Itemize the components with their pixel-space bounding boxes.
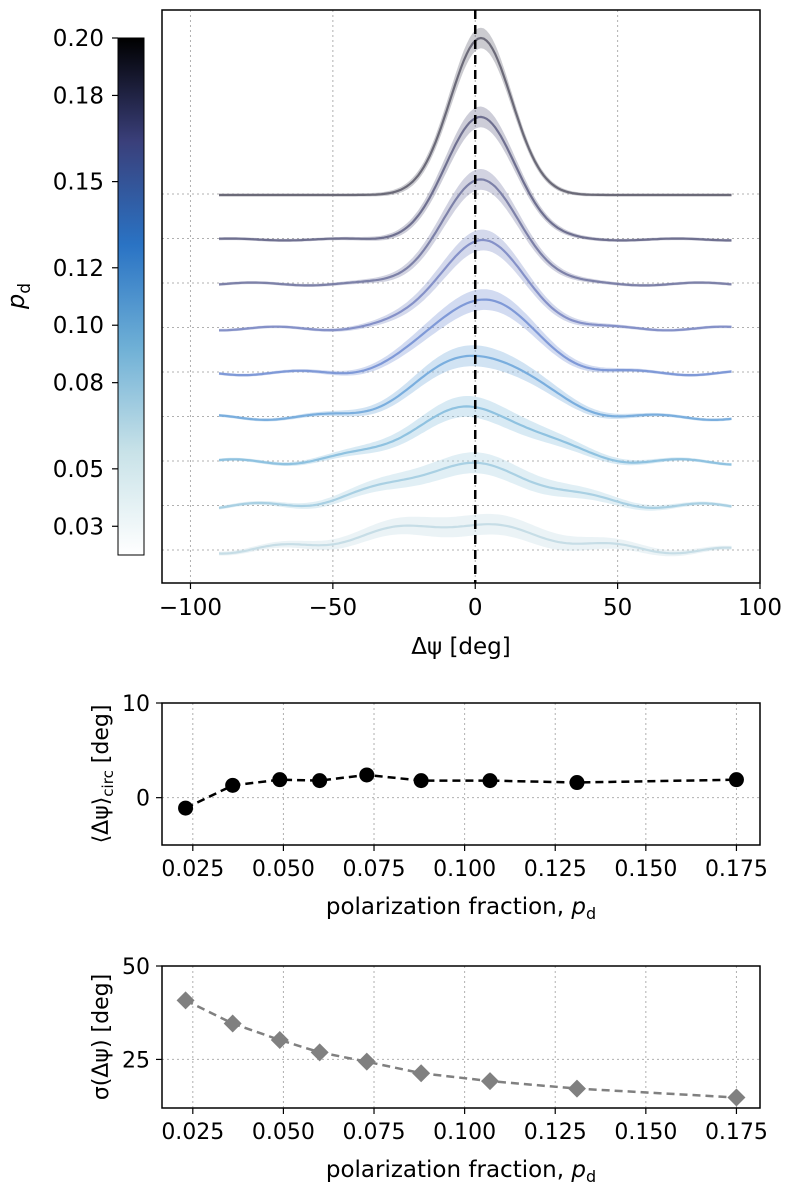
ridgeline-frame xyxy=(161,9,761,584)
dispersion-frame xyxy=(161,965,761,1109)
colorbar-tick-label: 0.20 xyxy=(53,26,104,52)
mean-x-tick-label: 0.150 xyxy=(614,857,677,882)
dispersion-y-tick-label: 50 xyxy=(122,955,150,980)
mean-point xyxy=(359,767,375,783)
dispersion-point xyxy=(412,1064,431,1083)
mean-point xyxy=(482,773,498,789)
dispersion-series-line xyxy=(185,999,737,1099)
mean-point xyxy=(178,800,194,816)
dispersion-points xyxy=(176,991,746,1107)
ridgeline-x-tick-label: 50 xyxy=(603,595,632,621)
ridge-band xyxy=(219,289,732,377)
mean-x-tick-label: 0.125 xyxy=(524,857,587,882)
mean-y-ticks: 0 10 xyxy=(122,692,162,812)
colorbar-tick-label: 0.18 xyxy=(53,83,104,109)
dispersion-y-label: σ(Δψ) [deg] xyxy=(89,974,114,1100)
mean-x-label: polarization fraction, pd xyxy=(326,894,596,923)
mean-x-tick-label: 0.075 xyxy=(343,857,406,882)
colorbar-tick-label: 0.08 xyxy=(53,371,104,397)
mean-point xyxy=(728,772,744,788)
mean-frame xyxy=(161,702,761,846)
colorbar: 0.20 0.18 0.15 0.12 0.10 0.08 0.05 0.03 pd xyxy=(2,26,145,556)
dispersion-grid xyxy=(162,965,760,1108)
ridgeline-x-label: Δψ [deg] xyxy=(411,634,511,660)
colorbar-tick-label: 0.03 xyxy=(53,514,104,540)
dispersion-x-tick-label: 0.025 xyxy=(161,1120,224,1145)
dispersion-point xyxy=(357,1052,376,1071)
dispersion-x-ticks: 0.025 0.050 0.075 0.100 0.125 0.150 0.175 xyxy=(161,1108,768,1145)
mean-panel: 0.025 0.050 0.075 0.100 0.125 0.150 0.175 010 … xyxy=(89,692,768,923)
mean-point xyxy=(312,773,328,789)
mean-grid xyxy=(162,702,760,845)
colorbar-label: pd xyxy=(2,283,35,310)
mean-point xyxy=(413,773,429,789)
dispersion-point xyxy=(270,1030,289,1049)
colorbar-tick-label: 0.05 xyxy=(53,457,104,483)
colorbar-tick-label: 0.12 xyxy=(53,256,104,282)
ridgeline-x-tick-label: −50 xyxy=(309,595,358,621)
mean-y-label: ⟨Δψ⟩circ [deg] xyxy=(89,705,117,844)
dispersion-panel: 0.025 0.050 0.075 0.100 0.125 0.150 0.175 25 50… xyxy=(89,955,768,1186)
mean-point xyxy=(225,777,241,793)
dispersion-x-tick-label: 0.125 xyxy=(524,1120,587,1145)
colorbar-gradient xyxy=(117,37,145,556)
mean-points xyxy=(178,767,744,816)
ridgeline-x-tick-label: −100 xyxy=(159,595,222,621)
mean-x-ticks: 0.025 0.050 0.075 0.100 0.125 0.150 0.175 xyxy=(161,845,768,882)
dispersion-point xyxy=(310,1043,329,1062)
ridgeline-x-ticks: −100 −50 0 50 100 xyxy=(159,583,782,621)
dispersion-x-tick-label: 0.175 xyxy=(705,1120,768,1145)
mean-point xyxy=(272,772,288,788)
mean-y-tick-label: 0 xyxy=(136,787,150,812)
mean-x-tick-label: 0.100 xyxy=(433,857,496,882)
mean-x-tick-label: 0.025 xyxy=(161,857,224,882)
colorbar-tick-label: 0.15 xyxy=(53,170,104,196)
dispersion-point xyxy=(567,1079,586,1098)
mean-y-tick-label: 10 xyxy=(122,692,150,717)
dispersion-x-tick-label: 0.050 xyxy=(252,1120,315,1145)
dispersion-point xyxy=(223,1014,242,1033)
dispersion-point xyxy=(176,991,195,1010)
mean-point xyxy=(569,775,585,791)
mean-series-line xyxy=(185,773,737,810)
dispersion-y-tick-label: 25 xyxy=(122,1048,150,1073)
dispersion-x-label: polarization fraction, pd xyxy=(326,1157,596,1186)
colorbar-ticks: 0.20 0.18 0.15 0.12 0.10 0.08 0.05 0.03 xyxy=(53,26,118,540)
mean-x-tick-label: 0.050 xyxy=(252,857,315,882)
ridgeline-x-tick-label: 0 xyxy=(468,595,483,621)
dispersion-x-tick-label: 0.100 xyxy=(433,1120,496,1145)
dispersion-x-tick-label: 0.075 xyxy=(343,1120,406,1145)
ridgeline-panel: −100 −50 0 50 100 Δψ [deg] xyxy=(159,9,782,660)
colorbar-tick-label: 0.10 xyxy=(53,313,104,339)
dispersion-x-tick-label: 0.150 xyxy=(614,1120,677,1145)
mean-x-tick-label: 0.175 xyxy=(705,857,768,882)
dispersion-point xyxy=(727,1088,746,1107)
dispersion-y-ticks: 25 50 xyxy=(122,955,162,1073)
dispersion-point xyxy=(480,1072,499,1091)
ridgeline-x-tick-label: 100 xyxy=(738,595,782,621)
